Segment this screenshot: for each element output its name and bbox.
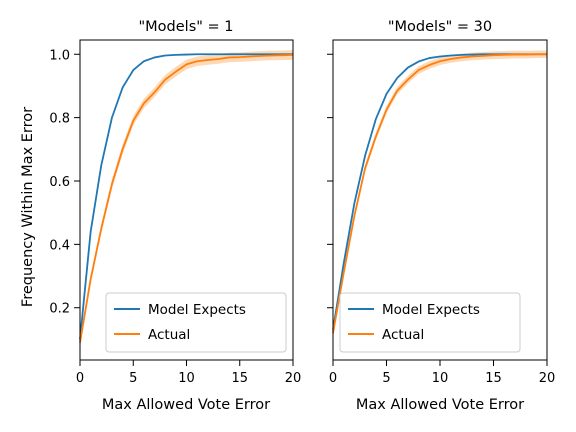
x-tick-label: 10 [432, 371, 449, 386]
y-tick-label: 0.8 [49, 112, 70, 127]
legend-label-actual: Actual [382, 327, 424, 343]
series-line-model-expects [79, 53, 293, 340]
x-tick-label: 15 [231, 371, 248, 386]
panel-title: "Models" = 1 [138, 19, 233, 35]
y-axis-label: Frequency Within Max Error [20, 107, 36, 307]
y-tick-label: 0.6 [49, 175, 70, 190]
panel-models-30: "Models" = 30 Max Allowed Vote Error 0 5 1… [327, 19, 555, 413]
y-tick-label: 0.4 [49, 238, 70, 253]
legend-box [339, 292, 521, 353]
series-line-actual [332, 53, 547, 334]
x-tick-label: 15 [485, 371, 502, 386]
x-axis-label: Max Allowed Vote Error [356, 397, 524, 413]
confidence-band [80, 50, 293, 348]
series-line-model-expects [332, 53, 547, 331]
x-tick-label: 0 [329, 371, 337, 386]
x-tick-label: 0 [76, 371, 84, 386]
x-tick-label: 10 [178, 371, 195, 386]
legend-box [105, 292, 287, 353]
y-tick-label: 1.0 [49, 48, 70, 63]
x-axis-label: Max Allowed Vote Error [102, 397, 270, 413]
panel-models-1: "Models" = 1 Max Allowed Vote Error 0 5 10… [49, 19, 301, 413]
x-tick-label: 5 [129, 371, 137, 386]
x-tick-label: 5 [382, 371, 390, 386]
legend-label-model-expects: Model Expects [148, 302, 246, 318]
legend-label-model-expects: Model Expects [382, 302, 480, 318]
legend-label-actual: Actual [148, 327, 190, 343]
x-tick-label: 20 [539, 371, 556, 386]
y-tick-label: 0.2 [49, 302, 70, 317]
series-line-actual [79, 53, 294, 343]
x-tick-label: 20 [285, 371, 302, 386]
panel-title: "Models" = 30 [388, 19, 492, 35]
